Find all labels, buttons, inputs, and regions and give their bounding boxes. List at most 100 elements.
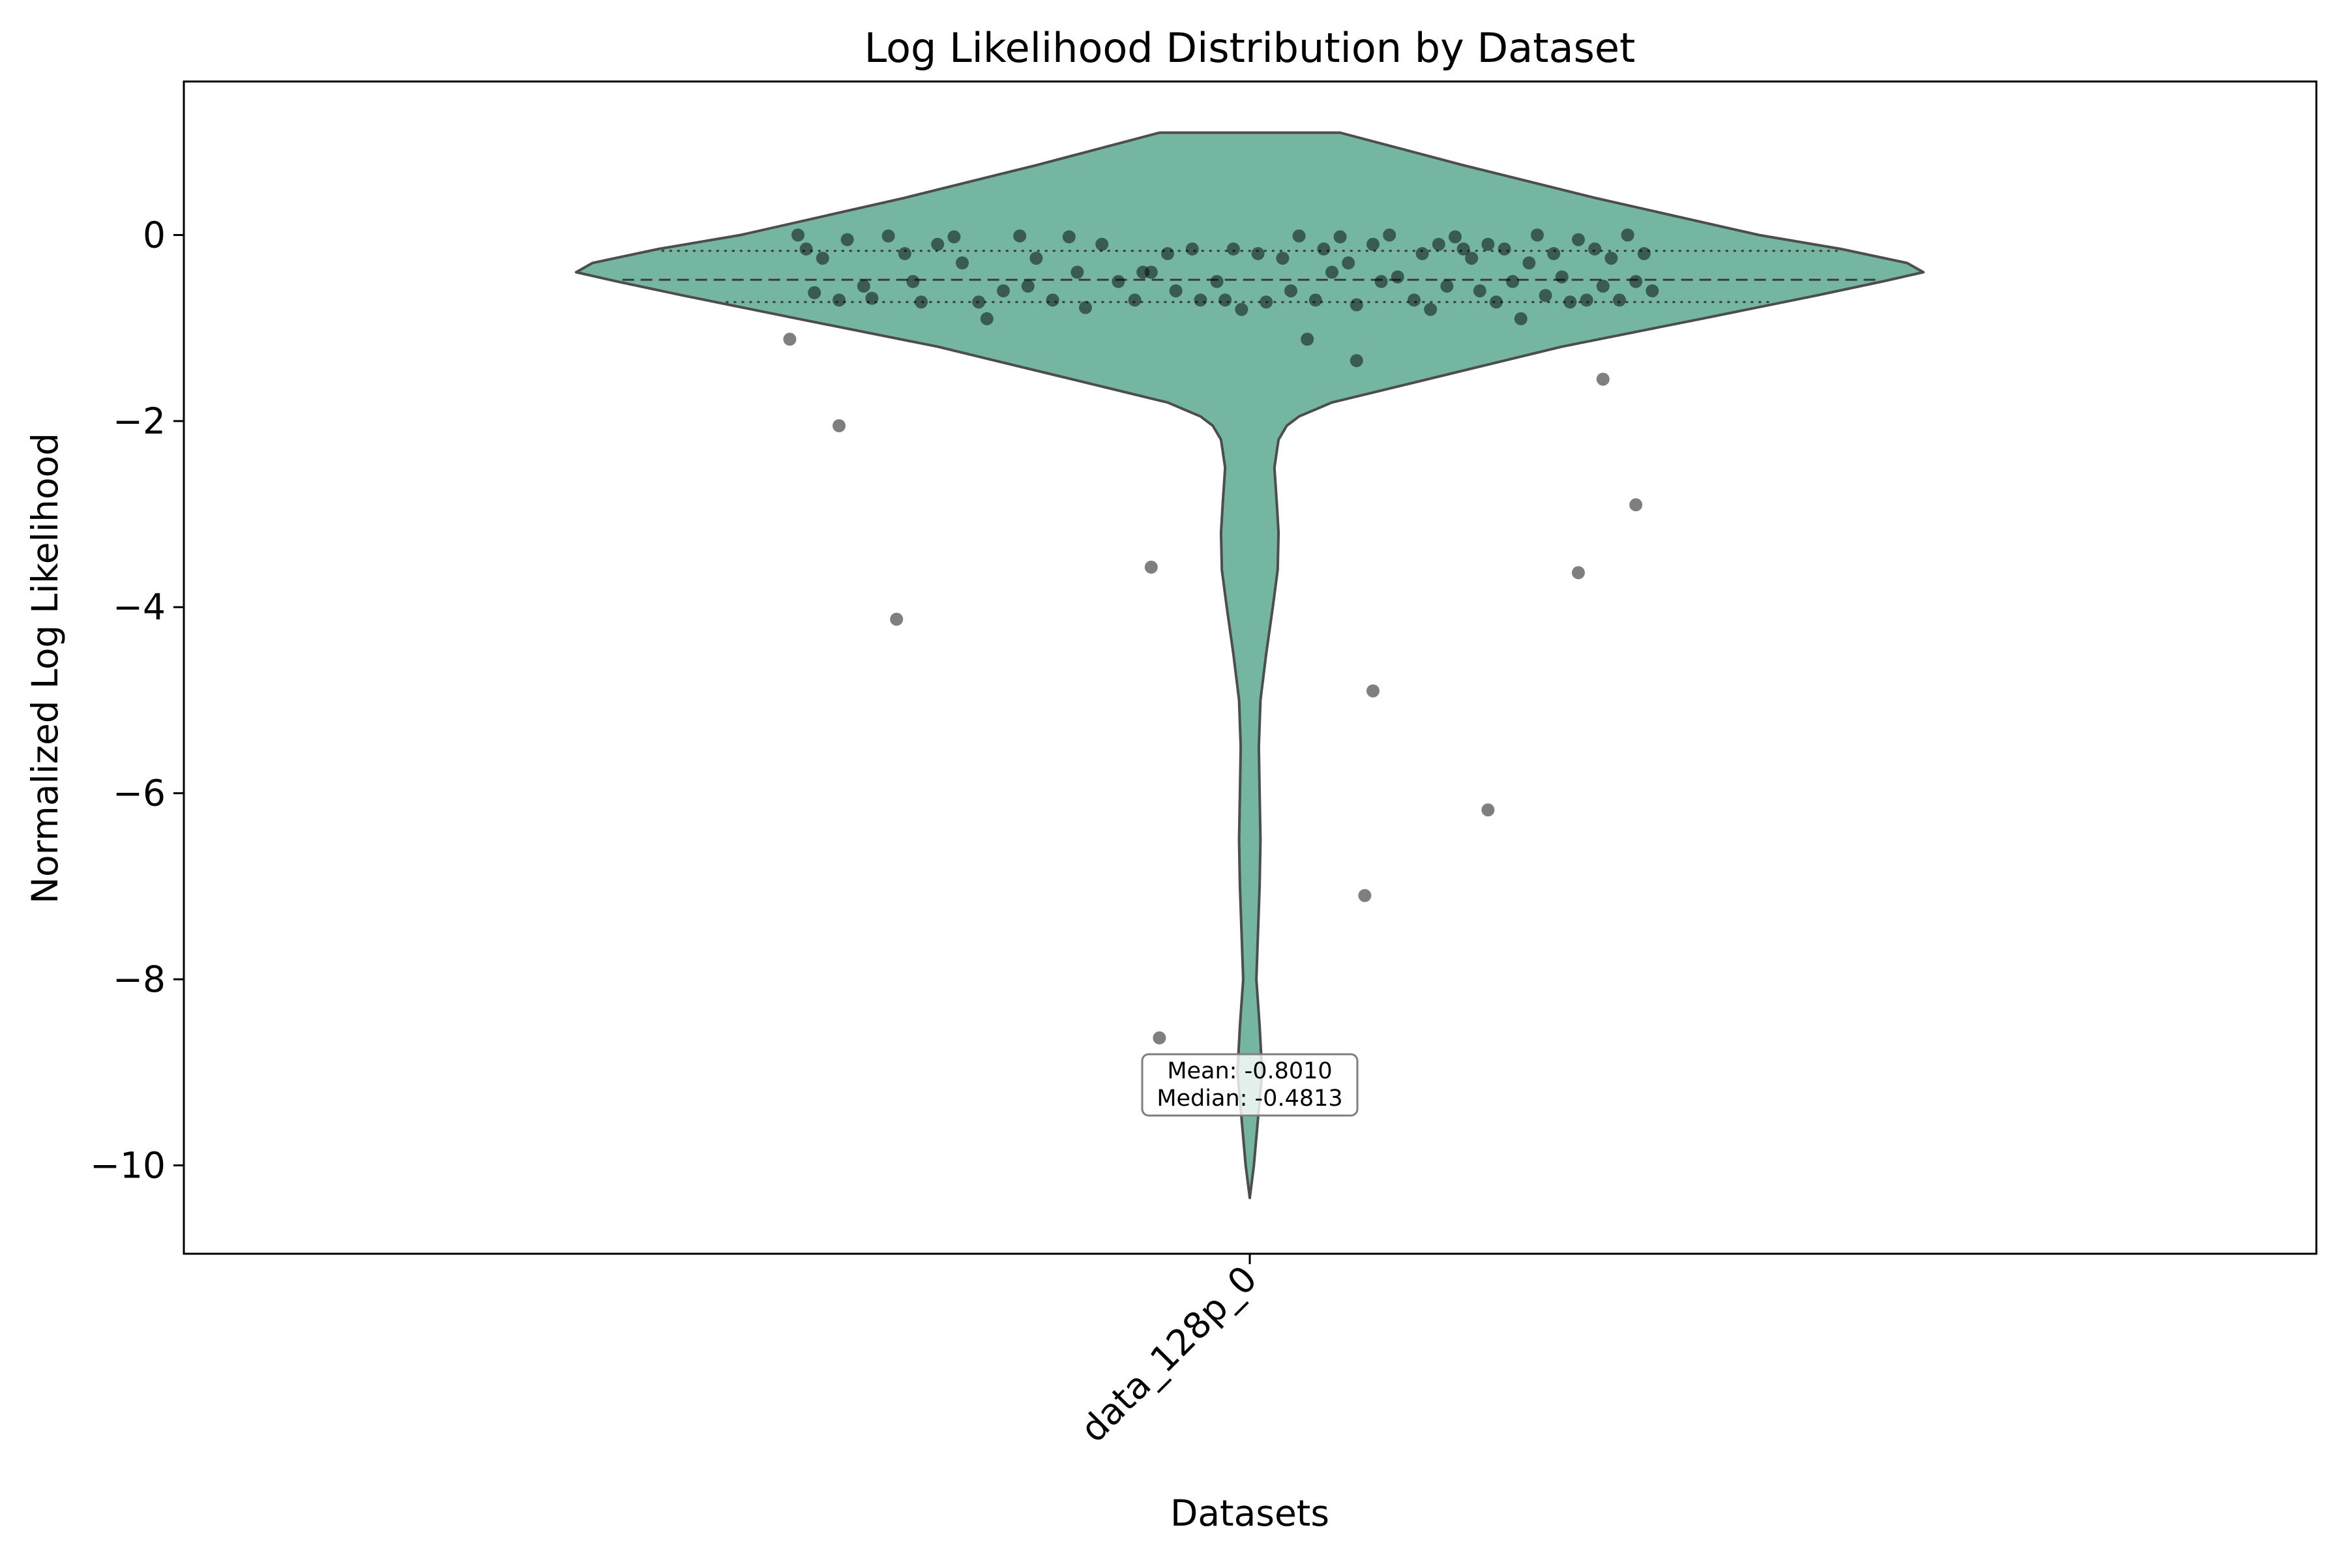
median-label: Median: -0.4813 <box>1157 1086 1342 1112</box>
data-point <box>1325 265 1338 279</box>
y-tick-label: −4 <box>113 586 166 628</box>
data-point <box>1383 228 1396 242</box>
data-point <box>1079 301 1092 314</box>
data-point <box>1572 233 1585 246</box>
data-point <box>865 291 879 305</box>
data-point <box>1276 252 1290 265</box>
y-axis: 0 −2 −4 −6 −8 −10 <box>90 214 184 1186</box>
data-point <box>1596 279 1610 293</box>
data-point <box>1169 284 1183 298</box>
data-point <box>1481 237 1495 251</box>
data-point <box>881 229 895 243</box>
data-point <box>1629 274 1643 288</box>
y-tick-label: −10 <box>90 1144 166 1186</box>
data-point <box>833 419 846 432</box>
data-point <box>1646 284 1659 298</box>
data-point <box>1301 333 1314 346</box>
x-axis-label: Datasets <box>1170 1492 1329 1534</box>
data-point <box>1153 1031 1166 1044</box>
data-point <box>1572 566 1585 580</box>
violin-layer <box>574 131 1925 1200</box>
data-point <box>1432 237 1445 251</box>
data-point <box>1144 560 1158 574</box>
violin-body <box>574 131 1925 1200</box>
data-point <box>1112 274 1125 288</box>
data-point <box>997 284 1010 298</box>
data-point <box>1284 284 1297 298</box>
data-point <box>1366 684 1380 698</box>
data-point <box>1613 293 1626 307</box>
data-point <box>1308 293 1322 307</box>
data-point <box>1366 237 1380 251</box>
data-point <box>1235 303 1248 316</box>
data-point <box>791 228 804 242</box>
data-point <box>1547 247 1561 260</box>
y-tick-label: −8 <box>113 958 166 1000</box>
data-point <box>980 312 994 325</box>
data-point <box>915 295 928 309</box>
data-point <box>1046 293 1059 307</box>
data-point <box>1021 279 1035 293</box>
data-point <box>799 242 813 256</box>
data-point <box>1251 247 1265 260</box>
data-point <box>1136 265 1150 279</box>
data-point <box>1531 228 1544 242</box>
data-point <box>816 252 829 265</box>
y-axis-label: Normalized Log Likelihood <box>24 433 66 904</box>
data-point <box>906 274 920 288</box>
data-point <box>1185 242 1199 256</box>
data-point <box>840 233 854 246</box>
data-point <box>808 286 821 299</box>
data-point <box>1415 247 1429 260</box>
data-point <box>1013 229 1027 243</box>
data-point <box>1226 242 1240 256</box>
mean-label: Mean: -0.8010 <box>1167 1058 1332 1084</box>
data-point <box>898 247 911 260</box>
data-point <box>1350 354 1363 368</box>
data-point <box>1588 242 1602 256</box>
data-point <box>1424 303 1438 316</box>
data-point <box>1555 270 1569 284</box>
data-point <box>833 293 846 307</box>
data-point <box>972 295 986 309</box>
data-point <box>857 279 870 293</box>
data-point <box>1391 270 1404 284</box>
data-point <box>1062 230 1076 244</box>
data-point <box>931 237 945 251</box>
y-tick-label: 0 <box>143 214 166 256</box>
data-point <box>1563 295 1577 309</box>
data-point <box>1604 252 1618 265</box>
data-point <box>1473 284 1486 298</box>
data-point <box>1522 256 1536 270</box>
data-point <box>1498 242 1511 256</box>
data-point <box>1539 289 1552 303</box>
data-point <box>1514 312 1528 325</box>
stats-annotation: Mean: -0.8010 Median: -0.4813 <box>1141 1053 1359 1117</box>
data-point <box>1070 265 1084 279</box>
data-point <box>947 230 961 244</box>
data-point <box>1481 803 1495 817</box>
data-point <box>1440 279 1454 293</box>
data-point <box>1449 230 1462 244</box>
data-point <box>1342 256 1355 270</box>
data-point <box>1161 247 1174 260</box>
data-point <box>1629 498 1643 512</box>
data-point <box>890 612 904 626</box>
data-point <box>1637 247 1651 260</box>
chart-title: Log Likelihood Distribution by Dataset <box>864 24 1636 72</box>
data-point <box>1374 274 1388 288</box>
data-point <box>1210 274 1224 288</box>
data-point <box>1095 237 1109 251</box>
data-point <box>1465 252 1479 265</box>
data-point <box>1350 298 1363 312</box>
data-point <box>1260 295 1273 309</box>
data-point <box>1218 293 1232 307</box>
data-point <box>956 256 969 270</box>
data-point <box>783 333 797 346</box>
data-point <box>1621 228 1634 242</box>
stats-box-frame <box>1141 1053 1359 1117</box>
data-point <box>1194 293 1207 307</box>
data-point <box>1506 274 1520 288</box>
data-point <box>1128 293 1142 307</box>
